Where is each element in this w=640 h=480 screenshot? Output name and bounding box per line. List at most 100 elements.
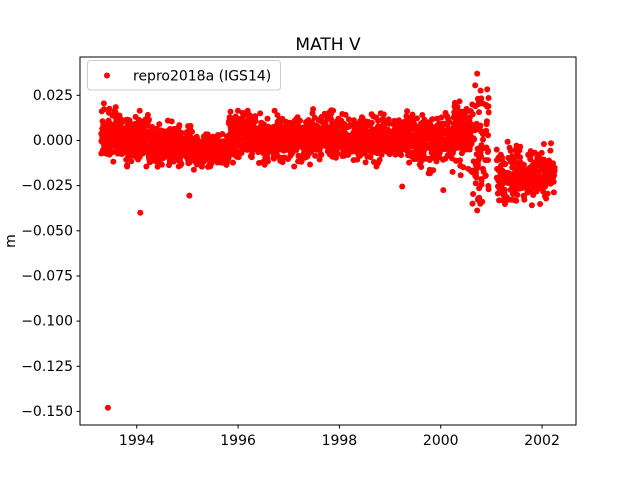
data-point xyxy=(392,121,399,128)
data-point xyxy=(177,158,184,165)
data-point xyxy=(105,117,112,124)
data-point xyxy=(423,120,430,127)
data-point xyxy=(508,172,515,179)
x-tick-label: 1998 xyxy=(322,433,358,449)
data-point xyxy=(350,157,357,164)
data-point-outlier xyxy=(474,70,481,77)
data-point xyxy=(264,155,271,162)
data-point xyxy=(274,128,281,135)
y-tick-label: −0.050 xyxy=(21,223,73,239)
data-point-outlier xyxy=(137,209,144,216)
data-point xyxy=(469,200,476,207)
data-point xyxy=(244,107,251,114)
data-point xyxy=(314,143,321,150)
data-point xyxy=(183,129,190,136)
data-point xyxy=(175,148,182,155)
data-point xyxy=(342,131,349,138)
data-point xyxy=(512,154,519,161)
data-point xyxy=(184,144,191,150)
data-point xyxy=(98,108,105,115)
data-point xyxy=(458,145,465,152)
data-point xyxy=(521,196,528,203)
data-point xyxy=(439,130,446,137)
data-point xyxy=(130,123,136,130)
data-point xyxy=(207,158,214,165)
data-point xyxy=(185,160,192,167)
data-point xyxy=(439,142,445,149)
data-point xyxy=(157,127,164,134)
data-point xyxy=(453,127,460,133)
data-point xyxy=(507,147,514,154)
data-point xyxy=(378,151,385,158)
data-point xyxy=(475,156,482,163)
data-point xyxy=(434,137,441,144)
data-point-outlier xyxy=(440,187,447,194)
data-point xyxy=(543,195,550,202)
data-point xyxy=(385,137,392,144)
data-point xyxy=(503,169,510,176)
y-tick-label: 0.000 xyxy=(33,133,73,149)
data-point xyxy=(211,151,218,158)
data-point xyxy=(451,99,458,106)
data-point xyxy=(296,155,303,162)
data-point xyxy=(220,142,227,149)
data-point xyxy=(398,152,405,158)
data-point xyxy=(241,118,248,125)
data-point xyxy=(239,141,246,148)
data-point xyxy=(235,107,241,114)
data-point xyxy=(493,146,500,153)
data-point xyxy=(356,144,363,151)
data-point xyxy=(163,148,170,155)
data-point xyxy=(484,86,491,93)
data-point xyxy=(230,138,237,145)
data-point xyxy=(526,153,533,160)
data-point xyxy=(514,160,521,167)
data-point xyxy=(445,115,451,122)
data-point xyxy=(317,151,324,158)
data-point-outlier xyxy=(399,183,406,190)
data-point xyxy=(308,122,314,128)
data-point xyxy=(422,143,429,150)
data-point xyxy=(329,122,336,129)
data-point xyxy=(146,116,152,123)
data-point xyxy=(374,133,381,140)
data-point xyxy=(524,181,531,187)
data-point-outlier xyxy=(472,82,479,89)
data-point xyxy=(189,156,196,163)
data-point xyxy=(342,149,349,156)
data-point xyxy=(225,140,232,147)
data-point xyxy=(190,145,196,152)
data-point xyxy=(239,110,246,116)
data-point xyxy=(540,173,547,179)
data-point xyxy=(228,122,235,129)
data-point xyxy=(498,183,505,190)
data-point xyxy=(362,159,369,166)
data-point xyxy=(335,115,342,122)
data-point xyxy=(429,137,436,144)
data-point xyxy=(269,136,276,143)
data-point xyxy=(478,142,485,149)
data-point xyxy=(409,111,416,118)
data-point xyxy=(123,116,130,123)
data-point xyxy=(143,163,150,170)
data-point xyxy=(206,134,213,141)
data-point xyxy=(332,152,339,159)
data-point xyxy=(530,165,537,172)
data-point xyxy=(501,190,508,197)
data-point xyxy=(227,108,234,115)
data-point xyxy=(109,149,116,156)
data-point xyxy=(134,127,141,134)
scatter-points xyxy=(98,70,558,411)
data-point xyxy=(274,112,281,119)
plot-area xyxy=(79,56,577,426)
data-point xyxy=(431,126,438,133)
data-point xyxy=(507,158,514,165)
data-point xyxy=(508,196,515,203)
data-point xyxy=(185,123,192,130)
data-point xyxy=(350,117,357,124)
data-point xyxy=(541,157,548,164)
data-point xyxy=(142,137,149,144)
data-point xyxy=(434,115,441,122)
data-point xyxy=(279,154,286,161)
data-point xyxy=(260,121,267,128)
